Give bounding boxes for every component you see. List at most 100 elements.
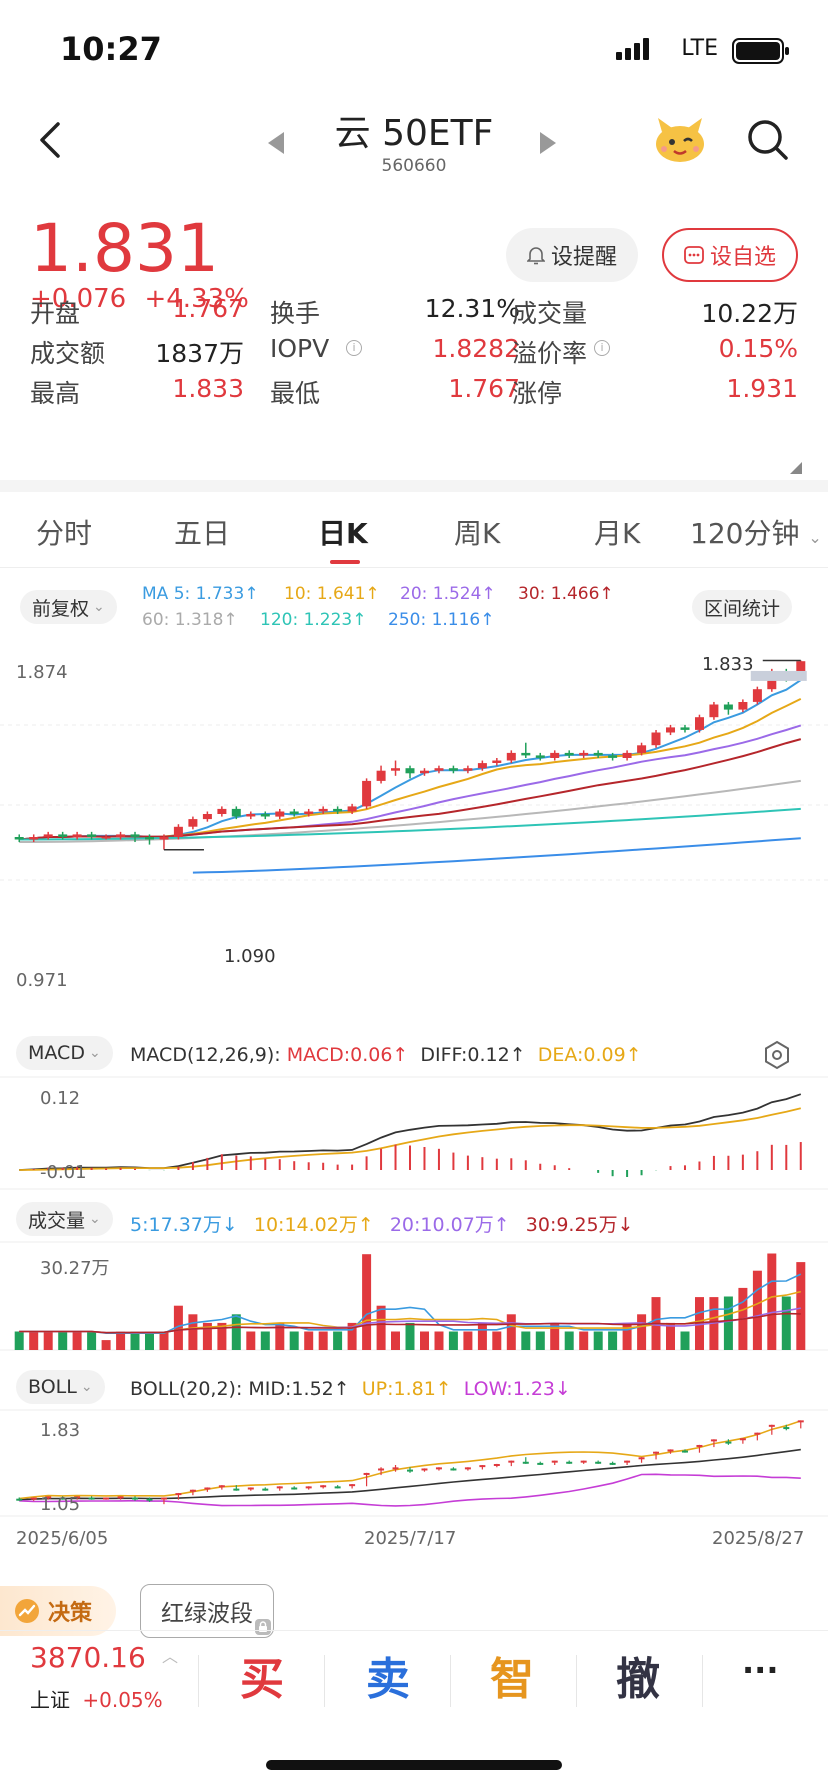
macd-y-bottom: -0.01 (40, 1162, 87, 1183)
smart-button[interactable]: 智 (490, 1654, 534, 1705)
volume-bar (275, 1322, 285, 1350)
volume-bar (608, 1331, 618, 1350)
current-price-band (750, 670, 807, 681)
stat-label: IOPV (270, 334, 330, 363)
tab-monthly-k[interactable]: 月K (594, 517, 641, 550)
candle-body (593, 752, 603, 756)
boll-low: LOW:1.23↓ (463, 1378, 571, 1400)
info-icon[interactable]: i (594, 340, 610, 356)
volume-bar (217, 1322, 227, 1350)
ma10-value: 10: 1.641↑ (284, 584, 380, 604)
sell-button[interactable]: 卖 (366, 1654, 410, 1705)
tab-wuri[interactable]: 五日 (174, 517, 231, 550)
candle-body (680, 727, 690, 730)
tab-daily-k[interactable]: 日K (318, 517, 368, 550)
boll-dropdown[interactable]: BOLL ⌄ (16, 1370, 105, 1404)
chevron-up-icon: ︿ (162, 1647, 179, 1666)
decision-button[interactable]: 决策 (0, 1586, 116, 1636)
candle-body (506, 752, 516, 761)
volume-bar (680, 1331, 690, 1350)
macd-y-top: 0.12 (40, 1088, 81, 1109)
volume-bar (535, 1331, 545, 1350)
candle-body (420, 770, 429, 774)
volume-bar (289, 1331, 299, 1350)
tab-fenshi[interactable]: 分时 (36, 517, 93, 550)
candle-body (145, 837, 154, 840)
boll-params: BOLL(20,2): (130, 1378, 243, 1400)
price-change: +0.076 +4.33% (30, 284, 249, 314)
volume-bar (405, 1322, 415, 1350)
candle-body (72, 834, 82, 837)
volume-bar (579, 1331, 589, 1350)
next-stock-icon[interactable] (540, 132, 556, 154)
volume-bar (159, 1331, 169, 1350)
volume-bar (101, 1340, 111, 1350)
boll-y-top: 1.83 (40, 1420, 81, 1441)
adjust-dropdown[interactable]: 前复权 ⌄ (20, 590, 117, 624)
battery-icon (732, 38, 789, 64)
candle-body (796, 661, 806, 677)
info-icon[interactable]: i (346, 340, 362, 356)
add-watchlist-label: 设自选 (709, 245, 776, 270)
volume-bar (29, 1331, 39, 1350)
ma20-line (19, 724, 802, 841)
high-marker: 1.833 (702, 654, 754, 675)
macd-value: MACD:0.06↑ (286, 1044, 409, 1066)
candle-body (391, 768, 400, 771)
candle-body (14, 837, 24, 840)
add-watchlist-button[interactable]: 设自选 (662, 228, 798, 282)
chevron-down-icon: ⌄ (88, 1045, 101, 1061)
adjust-label: 前复权 (32, 597, 90, 620)
change-value: +0.076 (30, 284, 127, 314)
candle-body (29, 837, 39, 840)
candle-body (159, 837, 169, 840)
volume-bar (347, 1322, 357, 1350)
chevron-down-icon: ⌄ (80, 1379, 93, 1395)
more-button[interactable]: ··· (742, 1651, 779, 1689)
low-marker: 1.090 (224, 946, 276, 967)
stat-value: 1.767 (172, 294, 244, 323)
volume-bar (260, 1331, 270, 1350)
range-stats-button[interactable]: 区间统计 (692, 590, 793, 624)
candle-body (477, 763, 487, 769)
vol-ma10: 10:14.02万↑ (253, 1214, 374, 1236)
stat-label: 溢价率 (512, 339, 588, 368)
set-alert-button[interactable]: 设提醒 (506, 228, 638, 282)
candle-body (173, 826, 183, 837)
mascot-icon[interactable] (652, 114, 708, 164)
settings-icon[interactable] (762, 1040, 792, 1070)
volume-bar (463, 1331, 473, 1350)
volume-bar (723, 1296, 733, 1350)
candlesticks (14, 659, 807, 851)
candle-body (521, 752, 531, 756)
separator (576, 1655, 577, 1707)
stock-code: 560660 (381, 156, 447, 176)
stat-value: 1.931 (726, 374, 798, 403)
expand-corner-icon[interactable] (790, 462, 802, 474)
bell-icon (526, 247, 545, 265)
volume-dropdown[interactable]: 成交量 ⌄ (16, 1202, 113, 1236)
tab-weekly-k[interactable]: 周K (454, 517, 501, 550)
change-percent: +4.33% (144, 284, 249, 314)
macd-dropdown[interactable]: MACD ⌄ (16, 1036, 113, 1070)
search-icon[interactable] (746, 118, 790, 162)
index-widget[interactable]: 3870.16 ︿ 上证 +0.05% (30, 1641, 190, 1731)
cancel-order-button[interactable]: 撤 (616, 1654, 660, 1705)
wave-label: 红绿波段 (161, 1601, 253, 1627)
prev-stock-icon[interactable] (268, 132, 284, 154)
volume-bar (43, 1331, 53, 1350)
buy-button[interactable]: 买 (240, 1654, 284, 1705)
volume-bar (231, 1314, 241, 1350)
chart-grid (0, 724, 828, 881)
kline-chart[interactable] (0, 640, 828, 1540)
volume-panel (0, 1241, 828, 1351)
tab-120min[interactable]: 120分钟 ⌄ (690, 512, 822, 552)
back-icon[interactable] (30, 118, 74, 162)
period-tabs: 分时 五日 日K 周K 月K 120分钟 ⌄ (0, 492, 828, 568)
stat-value: 1.767 (448, 374, 520, 403)
last-price: 1.831 (30, 210, 219, 287)
separator (450, 1655, 451, 1707)
volume-bar (521, 1331, 531, 1350)
candle-body (217, 808, 227, 814)
candle-body (87, 834, 97, 837)
